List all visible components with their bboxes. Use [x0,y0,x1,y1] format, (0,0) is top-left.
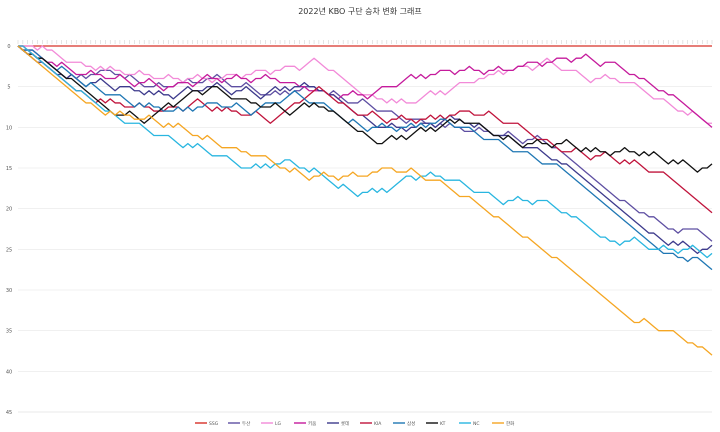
y-tick-label: 40 [6,369,12,375]
legend: SSG 두산 LG 키움 롯데 KIA 삼성 KT NC 한화 [195,420,514,427]
series-line-7 [17,45,713,173]
chart-title: 2022년 KBO 구단 승차 변화 그래프 [298,6,422,16]
y-tick-label: 0 [7,44,10,50]
y-tick-label: 25 [6,247,12,253]
series-line-3 [17,45,713,128]
y-tick-label: 35 [6,329,12,335]
y-tick-label: 45 [6,410,12,416]
y-tick-label: 20 [6,207,12,213]
y-tick-label: 5 [7,85,10,91]
series-line-9 [17,45,713,356]
legend-label: SSG [209,421,219,427]
y-tick-label: 15 [6,166,12,172]
series-line-2 [18,45,712,124]
y-axis-ticks: 0 5 10 15 20 25 30 35 40 45 [6,44,12,416]
x-axis-ticks [17,40,713,44]
series-line-6 [17,45,713,271]
series-lines [17,45,713,356]
series-line-4 [17,45,713,255]
y-tick-label: 10 [6,125,12,131]
legend-label: KIA [374,421,382,427]
legend-label: 롯데 [341,420,349,427]
y-tick-label: 30 [6,288,12,294]
legend-label: LG [275,421,282,427]
series-line-8 [18,45,713,259]
legend-label: 두산 [242,420,250,427]
legend-label: 키움 [308,420,316,427]
series-line-1 [17,45,713,242]
legend-label: NC [473,421,480,427]
legend-label: 삼성 [407,420,415,427]
legend-label: KT [440,421,446,427]
legend-label: 한화 [506,421,514,427]
